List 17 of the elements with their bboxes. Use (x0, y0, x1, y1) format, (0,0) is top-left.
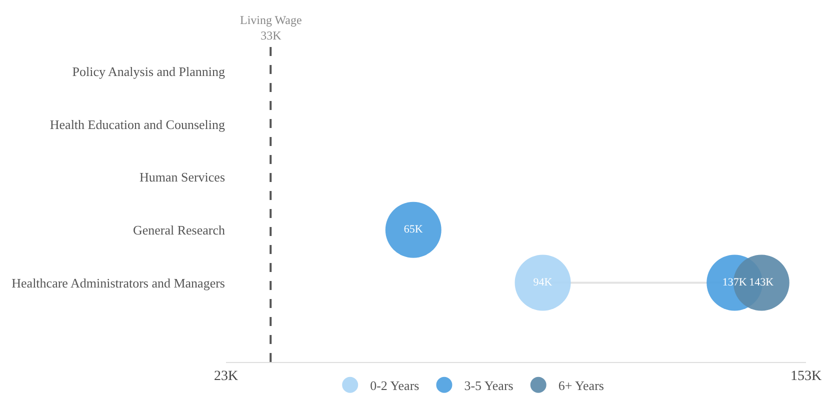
point (514, 254, 571, 311)
y-tick-label: Healthcare Administrators and Managers (12, 275, 225, 290)
y-tick-label: Human Services (139, 170, 225, 185)
legend-label: 0-2 Years (370, 378, 420, 393)
y-tick-label: Health Education and Counseling (50, 116, 226, 132)
ref-line-label: Living Wage 33K (240, 13, 302, 43)
data-label: 65K (404, 224, 423, 236)
point (385, 202, 442, 258)
y-tick-label: Policy Analysis and Planning (72, 64, 226, 79)
x-tick-label: 153K (790, 368, 822, 384)
data-label: 137K (722, 276, 747, 288)
x-tick-label: 23K (214, 368, 238, 384)
legend-label: 6+ Years (558, 378, 604, 393)
y-tick-label: General Research (132, 222, 226, 238)
data-label: 143K (749, 276, 774, 288)
legend-label: 3-5 Years (464, 378, 514, 393)
data-label: 94K (533, 276, 552, 288)
